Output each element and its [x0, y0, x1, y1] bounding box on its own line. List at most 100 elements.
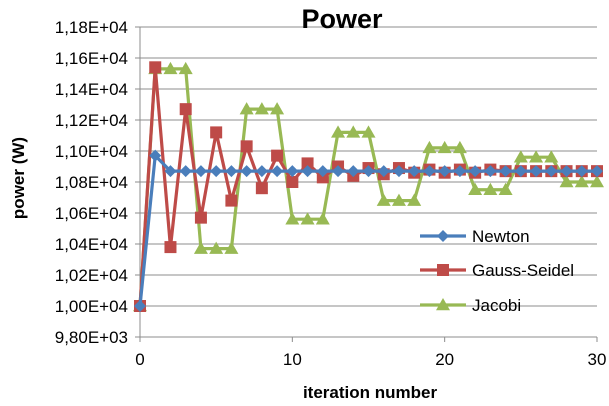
data-point	[574, 175, 589, 188]
data-point	[437, 140, 452, 154]
data-point	[225, 194, 238, 207]
legend-swatch-marker	[437, 230, 449, 242]
data-point	[468, 182, 483, 195]
data-point	[347, 165, 360, 178]
data-point	[392, 165, 405, 178]
data-point	[529, 150, 544, 163]
x-axis-title: iteration number	[303, 383, 438, 402]
data-point	[271, 165, 284, 178]
data-point	[300, 212, 315, 225]
data-point	[513, 150, 528, 163]
data-point	[163, 61, 178, 75]
legend-swatch-marker	[436, 298, 450, 311]
data-point	[559, 175, 574, 188]
data-point	[483, 182, 498, 195]
data-point	[545, 165, 558, 178]
y-tick-label: 1,12E+04	[55, 111, 128, 130]
data-point	[194, 165, 207, 178]
y-tick-label: 1,16E+04	[55, 49, 128, 68]
series-newton	[134, 149, 603, 312]
data-point	[149, 149, 162, 162]
plot-area	[133, 61, 604, 312]
data-point	[315, 212, 330, 225]
data-point	[271, 149, 284, 162]
data-point	[164, 165, 177, 178]
data-point	[225, 165, 238, 178]
data-point	[301, 157, 314, 170]
legend-item: Gauss-Seidel	[420, 261, 574, 280]
data-point	[178, 61, 193, 75]
data-point	[377, 165, 390, 178]
y-tick-label: 1,14E+04	[55, 80, 128, 99]
data-point	[499, 165, 512, 178]
data-point	[255, 182, 268, 195]
data-point	[452, 140, 467, 154]
data-point	[193, 241, 208, 254]
data-point	[514, 165, 527, 178]
y-tick-label: 1,18E+04	[55, 18, 128, 37]
y-tick-label: 1,00E+04	[55, 297, 128, 316]
data-point	[301, 165, 314, 178]
data-point	[286, 176, 299, 188]
data-point	[240, 165, 253, 178]
data-point	[484, 165, 497, 178]
legend-label: Newton	[472, 227, 530, 246]
legend-label: Jacobi	[472, 296, 521, 315]
data-point	[179, 103, 192, 116]
data-point	[285, 212, 300, 225]
data-point	[210, 165, 223, 178]
data-point	[316, 165, 329, 178]
data-point	[453, 165, 466, 178]
legend-item: Jacobi	[420, 296, 521, 315]
x-tick-label: 20	[435, 350, 454, 369]
data-point	[560, 165, 573, 178]
data-point	[591, 165, 603, 178]
data-point	[209, 241, 224, 254]
data-point	[255, 165, 268, 178]
y-tick-label: 1,02E+04	[55, 266, 128, 285]
y-tick-label: 9,80E+03	[55, 328, 128, 347]
data-point	[210, 126, 223, 139]
data-point	[544, 150, 559, 163]
data-point	[438, 165, 451, 178]
data-point	[376, 193, 391, 206]
data-point	[240, 140, 253, 153]
y-tick-label: 1,04E+04	[55, 235, 128, 254]
data-point	[331, 125, 346, 138]
data-point	[239, 102, 254, 115]
data-point	[530, 165, 543, 178]
data-point	[286, 165, 299, 178]
y-tick-label: 1,10E+04	[55, 142, 128, 161]
data-point	[270, 102, 285, 115]
data-point	[575, 165, 588, 178]
data-point	[194, 211, 207, 224]
data-point	[407, 193, 422, 206]
y-axis-title: power (W)	[9, 137, 28, 219]
x-tick-label: 10	[283, 350, 302, 369]
data-point	[254, 102, 269, 115]
data-point	[346, 125, 361, 138]
data-point	[423, 165, 436, 178]
gridlines	[140, 26, 597, 338]
data-point	[332, 165, 345, 178]
data-point	[590, 175, 604, 188]
data-point	[361, 125, 376, 138]
legend-swatch-marker	[437, 264, 449, 276]
data-point	[149, 61, 162, 74]
y-tick-label: 1,08E+04	[55, 173, 128, 192]
data-point	[498, 182, 513, 195]
y-tick-label: 1,06E+04	[55, 204, 128, 223]
x-tick-label: 30	[588, 350, 607, 369]
legend-item: Newton	[420, 227, 530, 246]
data-point	[134, 300, 146, 312]
data-point	[422, 140, 437, 154]
data-point	[469, 165, 482, 178]
tick-labels: 9,80E+03 1,00E+04 1,02E+04 1,04E+04 1,06E+04…	[55, 18, 607, 369]
chart-title: Power	[301, 4, 383, 34]
data-point	[316, 171, 329, 184]
data-point	[164, 241, 177, 254]
data-point	[179, 165, 192, 178]
axes	[135, 26, 598, 342]
data-point	[391, 193, 406, 206]
